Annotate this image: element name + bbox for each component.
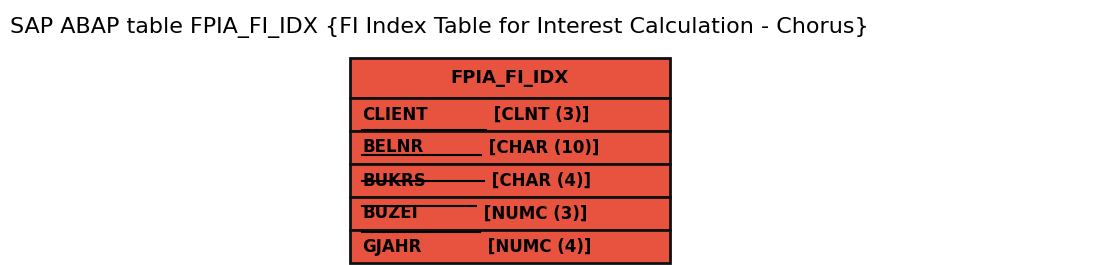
Text: BUZEI: BUZEI <box>362 205 418 223</box>
Text: BUKRS: BUKRS <box>362 171 426 189</box>
Text: FPIA_FI_IDX: FPIA_FI_IDX <box>451 69 570 87</box>
Text: [NUMC (4)]: [NUMC (4)] <box>481 237 591 255</box>
FancyBboxPatch shape <box>350 98 670 131</box>
FancyBboxPatch shape <box>350 197 670 230</box>
Text: [NUMC (3)]: [NUMC (3)] <box>478 205 588 223</box>
Text: SAP ABAP table FPIA_FI_IDX {FI Index Table for Interest Calculation - Chorus}: SAP ABAP table FPIA_FI_IDX {FI Index Tab… <box>10 17 869 38</box>
FancyBboxPatch shape <box>350 164 670 197</box>
Text: GJAHR: GJAHR <box>362 237 421 255</box>
FancyBboxPatch shape <box>350 131 670 164</box>
Text: [CLNT (3)]: [CLNT (3)] <box>488 105 589 123</box>
Text: [CHAR (4)]: [CHAR (4)] <box>486 171 591 189</box>
Text: CLIENT: CLIENT <box>362 105 428 123</box>
Text: BELNR: BELNR <box>362 139 423 157</box>
Text: [CHAR (10)]: [CHAR (10)] <box>484 139 600 157</box>
FancyBboxPatch shape <box>350 58 670 98</box>
FancyBboxPatch shape <box>350 230 670 263</box>
